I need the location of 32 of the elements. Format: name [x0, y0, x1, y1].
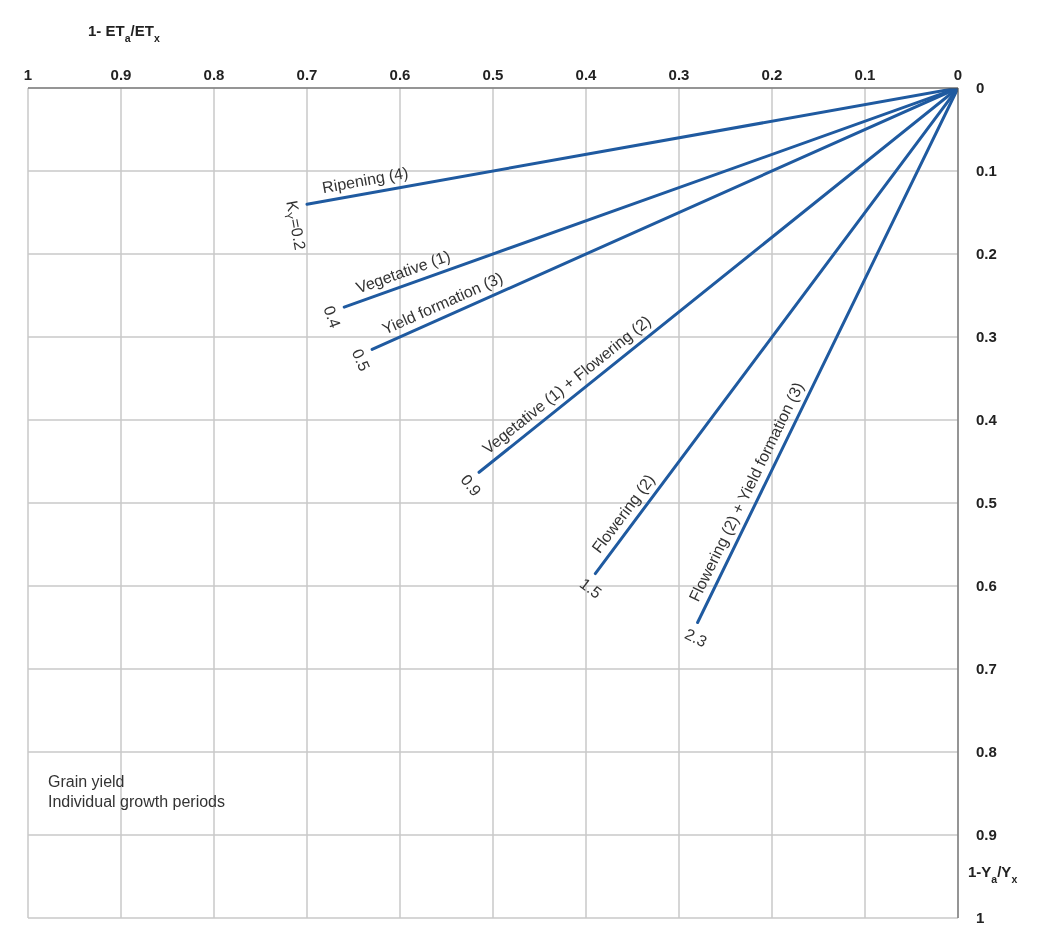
x-axis-title: 1- ET$_{a}$/ET$_{x}$ — [88, 22, 160, 44]
annotation: Individual growth periods — [48, 793, 225, 810]
annotation: 2.3 — [682, 624, 710, 650]
annotation: 0.9 — [457, 471, 485, 500]
annotation: 1.5 — [577, 574, 606, 602]
y-tick-label: 0.4 — [976, 411, 998, 429]
x-tick-label: 0.2 — [761, 66, 783, 83]
x-tick-label: 0.6 — [389, 66, 411, 83]
y-axis-title: 1-Y$_{a}$/Y$_{x}$ — [968, 862, 1018, 885]
y-tick-label: 0.9 — [976, 826, 997, 844]
text: Ripening (4) — [320, 164, 410, 197]
annotation: 0.4 — [320, 303, 345, 331]
annotation: Grain yield — [48, 773, 125, 790]
annotation: 0.5 — [349, 346, 374, 374]
x-tick-label: 0.7 — [296, 66, 318, 83]
y-tick-label: 0.8 — [976, 743, 997, 761]
x-tick-label: 0.4 — [575, 66, 598, 83]
y-tick-label: 0.5 — [976, 494, 997, 512]
y-tick-label: 0.7 — [976, 660, 997, 678]
y-tick-label: 0.2 — [976, 245, 997, 263]
x-tick-label: 0.1 — [854, 66, 876, 83]
y-tick-label: 0.1 — [976, 162, 997, 180]
y-tick-label: 0.3 — [976, 328, 997, 346]
x-tick-label: 1 — [23, 66, 33, 83]
y-tick-label: 1 — [976, 909, 985, 927]
x-tick-label: 0.5 — [482, 66, 504, 83]
x-tick-label: 0.3 — [668, 66, 690, 83]
x-tick-label: 0.8 — [203, 66, 225, 83]
x-tick-label: 0.9 — [110, 66, 132, 83]
y-tick-label: 0.6 — [976, 577, 997, 595]
y-tick-label: 0 — [976, 79, 985, 97]
x-tick-label: 0 — [953, 66, 963, 83]
